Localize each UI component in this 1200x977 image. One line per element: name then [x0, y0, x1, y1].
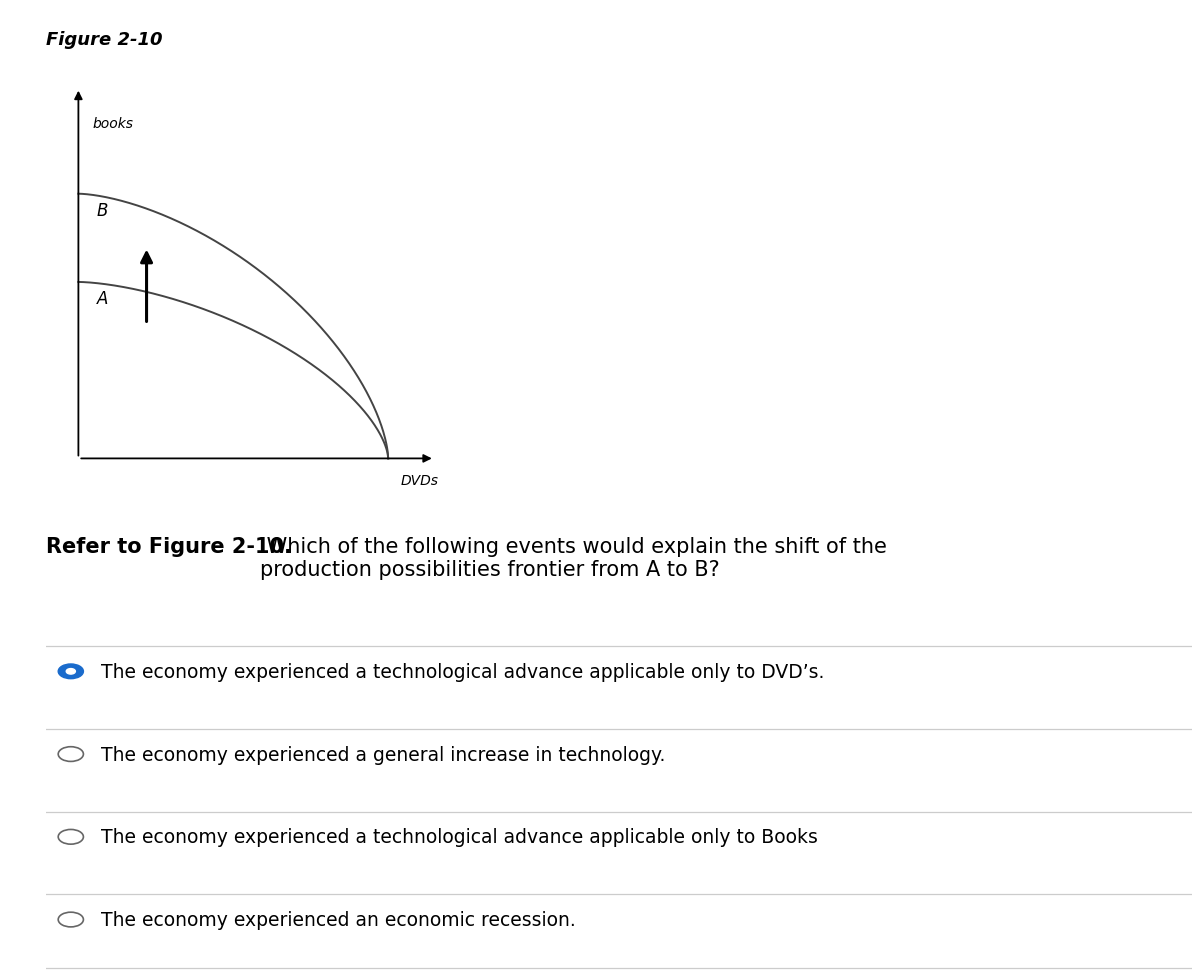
Text: B: B [97, 201, 108, 220]
Ellipse shape [59, 664, 84, 679]
Text: The economy experienced a general increase in technology.: The economy experienced a general increa… [101, 744, 665, 764]
Text: DVDs: DVDs [401, 473, 438, 487]
Text: Which of the following events would explain the shift of the
production possibil: Which of the following events would expl… [260, 536, 887, 579]
Text: The economy experienced a technological advance applicable only to Books: The economy experienced a technological … [101, 828, 817, 846]
Text: books: books [92, 117, 133, 131]
Ellipse shape [66, 669, 76, 674]
Text: A: A [97, 290, 108, 308]
Text: Refer to Figure 2-10.: Refer to Figure 2-10. [46, 536, 292, 556]
Text: Figure 2-10: Figure 2-10 [46, 31, 162, 49]
Text: The economy experienced a technological advance applicable only to DVD’s.: The economy experienced a technological … [101, 662, 824, 681]
Text: The economy experienced an economic recession.: The economy experienced an economic rece… [101, 911, 575, 929]
